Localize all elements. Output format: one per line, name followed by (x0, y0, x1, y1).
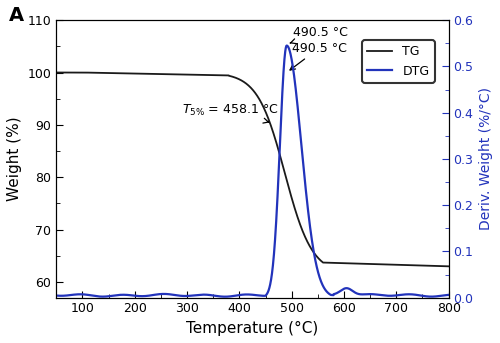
Text: 490.5 °C: 490.5 °C (290, 42, 346, 70)
TG (396, 263, 402, 267)
TG (446, 264, 452, 268)
DTG (284, 44, 290, 48)
TG (220, 73, 226, 78)
X-axis label: Temperature (°C): Temperature (°C) (186, 321, 318, 336)
TG (122, 71, 128, 75)
DTG (220, 295, 226, 299)
Line: TG: TG (56, 72, 448, 266)
Line: DTG: DTG (56, 46, 448, 297)
Legend: TG, DTG: TG, DTG (362, 40, 434, 83)
TG (204, 73, 210, 77)
TG (53, 70, 59, 74)
Text: $T_{5\%}$ = 458.1 °C: $T_{5\%}$ = 458.1 °C (182, 103, 278, 123)
Y-axis label: Deriv. Weight (%/°C): Deriv. Weight (%/°C) (479, 87, 493, 230)
DTG (222, 295, 228, 299)
DTG (438, 294, 444, 298)
DTG (396, 293, 402, 297)
DTG (53, 294, 59, 298)
Text: 490.5 °C: 490.5 °C (290, 26, 348, 44)
DTG (122, 293, 128, 297)
DTG (98, 295, 104, 299)
TG (98, 71, 104, 75)
Y-axis label: Weight (%): Weight (%) (7, 117, 22, 201)
Text: A: A (9, 6, 24, 25)
DTG (446, 293, 452, 297)
DTG (204, 293, 210, 297)
TG (438, 264, 444, 268)
